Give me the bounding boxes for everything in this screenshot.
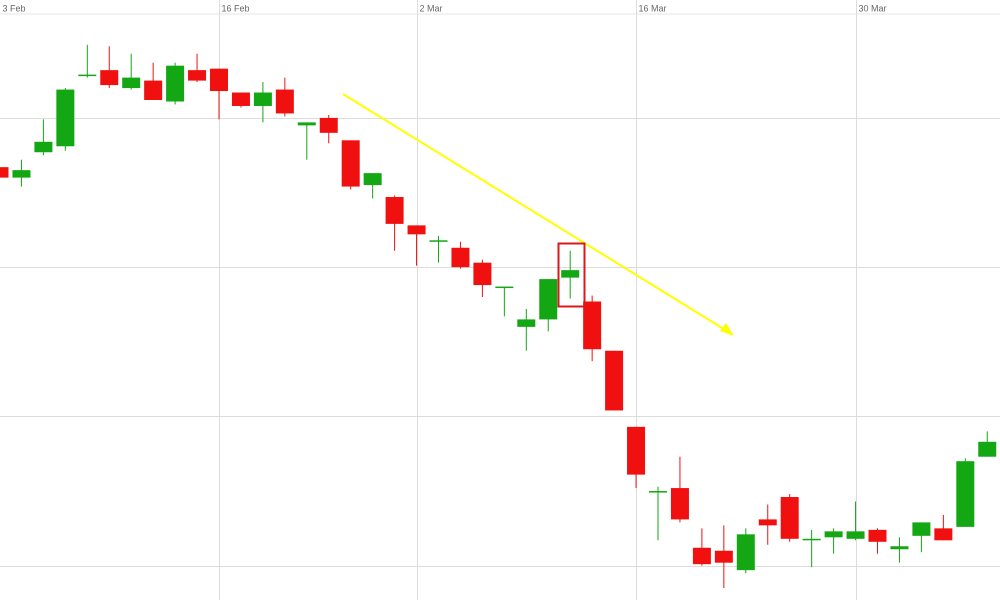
candle-body (0, 167, 9, 178)
x-tick-label: 16 Feb (222, 3, 250, 13)
candle-body (561, 270, 580, 278)
candle-body (451, 247, 470, 268)
candle-body (583, 301, 602, 350)
annotations (342, 93, 734, 336)
highlight-box (557, 242, 586, 308)
candle-body (188, 70, 207, 81)
candle-body (363, 173, 382, 186)
candle-body (736, 534, 755, 571)
x-tick-label: 30 Mar (859, 3, 887, 13)
candle-body (846, 531, 865, 539)
candle-body (429, 240, 448, 242)
x-tick-label: 16 Mar (639, 3, 667, 13)
candle-body (144, 80, 163, 100)
candle-body (692, 547, 711, 565)
candle-body (670, 488, 689, 520)
candles (0, 44, 997, 589)
candle-body (407, 225, 426, 235)
x-tick-label: 3 Feb (3, 3, 26, 13)
x-axis-labels: 3 Feb 16 Feb 2 Mar 16 Mar 30 Mar (3, 3, 887, 13)
candle-body (714, 550, 733, 563)
candle-body (12, 170, 31, 178)
candle-body (166, 65, 185, 102)
candle-body (253, 92, 272, 106)
candle-body (297, 122, 316, 126)
candle-body (341, 140, 360, 187)
candle-body (912, 522, 931, 536)
candle-body (802, 538, 821, 541)
trend-arrowhead (720, 323, 734, 336)
candle-body (956, 461, 975, 527)
candle-body (231, 92, 250, 106)
candle-body (100, 70, 119, 86)
candle-body (56, 89, 75, 147)
candle-body (385, 197, 404, 224)
candle-body (495, 286, 514, 289)
x-tick-label: 2 Mar (420, 3, 443, 13)
candle-body (539, 279, 558, 320)
candle-body (605, 350, 624, 411)
candle-body (780, 497, 799, 539)
candle-body (122, 77, 141, 89)
candle-body (275, 89, 294, 114)
candle-body (824, 531, 843, 538)
candle-body (319, 117, 338, 133)
candle-body (34, 141, 53, 153)
candle-body (210, 68, 228, 92)
candle-body (978, 441, 997, 457)
candle-body (627, 426, 646, 475)
candle-body (78, 74, 97, 77)
candle-body (517, 319, 536, 327)
candle-body (868, 529, 887, 542)
trend-line (342, 93, 728, 332)
candle-body (473, 262, 492, 286)
candle-body (934, 528, 953, 541)
candle-body (890, 546, 909, 550)
candle-body (758, 519, 777, 526)
candle-body (649, 491, 667, 493)
